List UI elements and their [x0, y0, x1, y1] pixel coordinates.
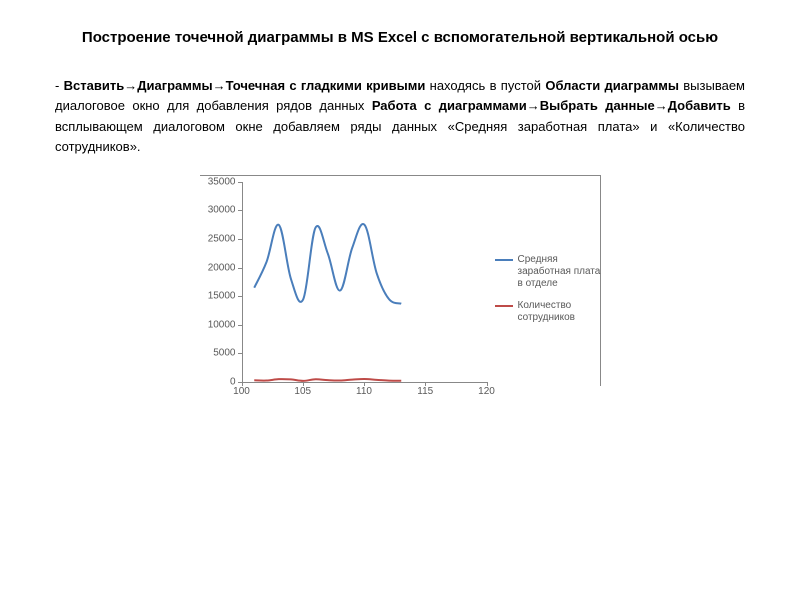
y-tick-label: 25000 — [208, 233, 242, 244]
y-tick-label: 30000 — [208, 205, 242, 216]
x-tick-label: 105 — [294, 382, 311, 397]
x-tick-label: 100 — [233, 382, 250, 397]
chart-plot: 0500010000150002000025000300003500010010… — [242, 182, 487, 382]
chart-box: 0500010000150002000025000300003500010010… — [200, 175, 601, 386]
legend-swatch — [495, 305, 513, 307]
page-title: Построение точечной диаграммы в MS Excel… — [55, 28, 745, 48]
x-tick-label: 110 — [356, 382, 372, 397]
chart-legend: Средняя заработная плата в отделе Количес… — [495, 254, 608, 334]
legend-swatch — [495, 259, 513, 261]
series-line — [254, 379, 401, 381]
y-tick-label: 20000 — [208, 262, 242, 273]
y-tick-label: 10000 — [208, 319, 242, 330]
x-tick-label: 115 — [417, 382, 433, 397]
legend-label: Количество сотрудников — [518, 300, 608, 324]
y-tick-label: 35000 — [208, 176, 242, 187]
series-line — [254, 224, 401, 304]
legend-label: Средняя заработная плата в отделе — [518, 254, 608, 290]
x-tick-label: 120 — [478, 382, 495, 397]
legend-item: Средняя заработная плата в отделе — [495, 254, 608, 290]
instruction-paragraph: - Вставить→Диаграммы→Точечная с гладкими… — [55, 76, 745, 157]
chart-svg — [242, 182, 487, 382]
y-tick-label: 15000 — [208, 291, 242, 302]
y-tick-label: 5000 — [213, 348, 241, 359]
legend-item: Количество сотрудников — [495, 300, 608, 324]
